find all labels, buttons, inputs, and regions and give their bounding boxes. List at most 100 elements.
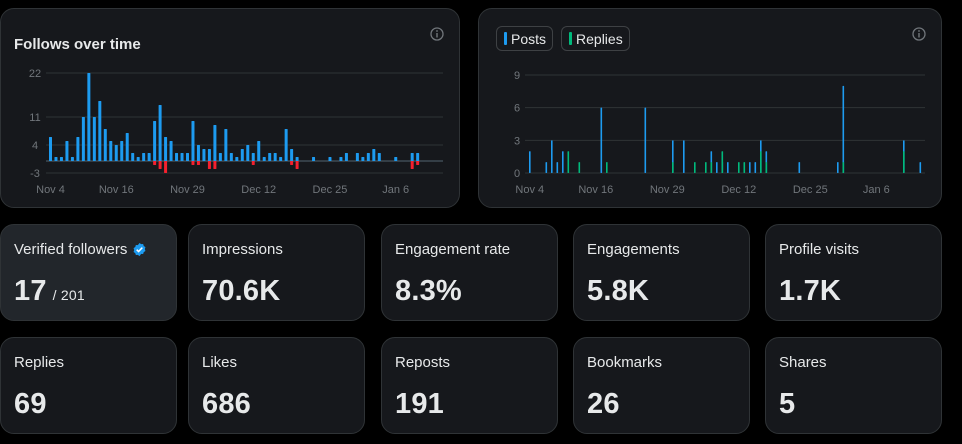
- chart-bar: [919, 162, 922, 173]
- stat-bookmarks[interactable]: Bookmarks 26: [573, 337, 750, 434]
- x-tick-label: Nov 16: [578, 184, 613, 196]
- stat-verified-followers[interactable]: Verified followers 17 / 201: [0, 224, 177, 321]
- chart-bar: [837, 162, 839, 173]
- stat-label: Impressions: [202, 241, 283, 258]
- chart-bar: [344, 153, 348, 161]
- chart-bar: [147, 153, 151, 161]
- chart-bar: [377, 153, 381, 161]
- stat-label: Reposts: [395, 354, 451, 371]
- legend-posts-label: Posts: [511, 30, 547, 47]
- stat-value-total: / 201: [52, 287, 85, 303]
- x-tick-label: Nov 16: [99, 184, 134, 196]
- chart-bar: [87, 73, 91, 161]
- chart-bar: [164, 161, 168, 173]
- chart-bar: [716, 162, 718, 173]
- chart-bar: [164, 137, 168, 161]
- chart-bar: [136, 157, 140, 161]
- chart-bar: [705, 162, 707, 173]
- chart-bar: [798, 162, 801, 173]
- chart-bar: [738, 162, 740, 173]
- stat-engagement-rate[interactable]: Engagement rate 8.3%: [381, 224, 558, 321]
- stat-profile-visits[interactable]: Profile visits 1.7K: [765, 224, 942, 321]
- chart-bar: [710, 162, 713, 173]
- chart-bar: [175, 153, 179, 161]
- x-tick-label: Nov 4: [36, 184, 65, 196]
- chart-bar: [131, 153, 135, 161]
- follows-chart-plot: 22 11 4 -3 Nov 4 Nov 16 Nov 29 Dec 12 Dec 25 Jan …: [29, 68, 443, 196]
- chart-bar: [218, 153, 222, 161]
- chart-bar: [229, 153, 233, 161]
- stat-value: 5: [779, 388, 796, 420]
- stat-label: Verified followers: [14, 241, 147, 258]
- chart-bar: [251, 153, 255, 161]
- chart-bar: [410, 161, 414, 169]
- x-tick-label: Jan 6: [382, 184, 409, 196]
- chart-bar: [743, 162, 746, 173]
- stat-label: Likes: [202, 354, 238, 371]
- chart-bar: [903, 151, 905, 173]
- chart-bar: [295, 157, 299, 161]
- x-tick-label: Nov 29: [170, 184, 205, 196]
- chart-bar: [125, 133, 129, 161]
- follows-chart-title: Follows over time: [14, 36, 141, 53]
- chart-bar: [186, 153, 189, 161]
- x-tick-label: Nov 4: [515, 184, 544, 196]
- stat-impressions[interactable]: Impressions 70.6K: [188, 224, 365, 321]
- posts-swatch: [504, 32, 507, 45]
- chart-bar: [842, 85, 845, 173]
- chart-bar: [196, 161, 200, 165]
- y-tick-label: 0: [514, 168, 520, 180]
- chart-bar: [262, 157, 266, 161]
- chart-bar: [749, 162, 751, 173]
- chart-bar: [224, 129, 228, 161]
- stat-replies[interactable]: Replies 69: [0, 337, 177, 434]
- chart-bar: [328, 157, 332, 161]
- stat-label: Engagement rate: [395, 241, 511, 258]
- stat-value: 686: [202, 388, 251, 420]
- stat-value-main: 17: [14, 275, 47, 307]
- y-tick-label: -3: [30, 168, 40, 180]
- chart-bar: [114, 145, 118, 161]
- stat-value: 69: [14, 388, 47, 420]
- chart-bar: [529, 151, 531, 173]
- y-tick-label: 9: [514, 70, 520, 82]
- chart-bar: [103, 129, 107, 161]
- stat-label: Profile visits: [779, 241, 860, 258]
- stat-engagements[interactable]: Engagements 5.8K: [573, 224, 750, 321]
- chart-bar: [394, 157, 398, 161]
- stat-shares[interactable]: Shares 5: [765, 337, 942, 434]
- chart-bar: [567, 151, 570, 173]
- chart-bar: [760, 151, 762, 173]
- chart-bar: [213, 125, 217, 161]
- chart-bar: [312, 157, 316, 161]
- chart-bar: [153, 161, 157, 165]
- chart-bar: [49, 137, 52, 161]
- chart-bar: [191, 121, 195, 161]
- chart-bar: [556, 162, 559, 173]
- y-tick-label: 11: [29, 112, 40, 124]
- legend-replies[interactable]: Replies: [561, 26, 630, 51]
- chart-bar: [339, 157, 343, 161]
- chart-bar: [284, 129, 288, 161]
- stat-likes[interactable]: Likes 686: [188, 337, 365, 434]
- y-tick-label: 4: [32, 140, 38, 152]
- legend-posts[interactable]: Posts: [496, 26, 554, 51]
- chart-bar: [180, 153, 184, 161]
- chart-bar: [59, 157, 63, 161]
- x-tick-label: Dec 25: [793, 184, 828, 196]
- chart-bar: [279, 157, 283, 161]
- chart-bar: [81, 117, 85, 161]
- chart-bar: [158, 161, 162, 169]
- chart-bar: [600, 107, 603, 173]
- chart-legend: Posts Replies: [496, 26, 630, 51]
- chart-bar: [606, 162, 608, 173]
- chart-bar: [268, 153, 272, 161]
- chart-bar: [361, 157, 365, 161]
- stat-label: Engagements: [587, 241, 680, 258]
- stat-reposts[interactable]: Reposts 191: [381, 337, 558, 434]
- chart-bar: [120, 141, 124, 161]
- info-icon[interactable]: [912, 27, 926, 41]
- info-icon[interactable]: [430, 27, 444, 41]
- stat-label: Replies: [14, 354, 65, 371]
- chart-bar: [109, 141, 113, 161]
